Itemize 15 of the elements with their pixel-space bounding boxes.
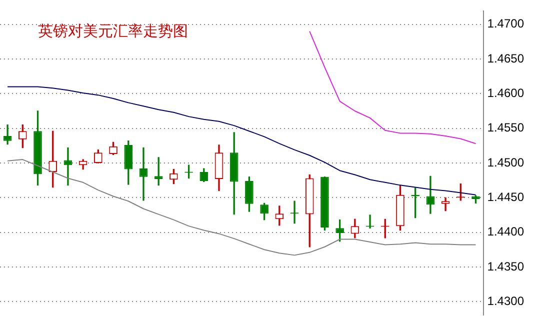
candlestick xyxy=(426,176,435,214)
candlestick xyxy=(64,147,72,186)
y-tick-label: 1.4550 xyxy=(487,120,524,135)
y-tick-label: 1.4700 xyxy=(487,16,524,31)
candlestick xyxy=(3,124,12,145)
y-tick-label: 1.4450 xyxy=(487,190,524,204)
candlestick xyxy=(139,147,148,201)
y-tick-label: 1.4600 xyxy=(487,86,524,100)
candlestick xyxy=(441,197,450,212)
y-tick-label: 1.4650 xyxy=(487,51,524,66)
y-tick-label: 1.4350 xyxy=(487,259,524,274)
y-tick-label: 1.4300 xyxy=(487,294,524,308)
y-tick-label: 1.4400 xyxy=(487,224,524,239)
y-tick-label: 1.4500 xyxy=(487,155,524,170)
text: 英镑对美元汇率走势图 xyxy=(38,22,188,41)
